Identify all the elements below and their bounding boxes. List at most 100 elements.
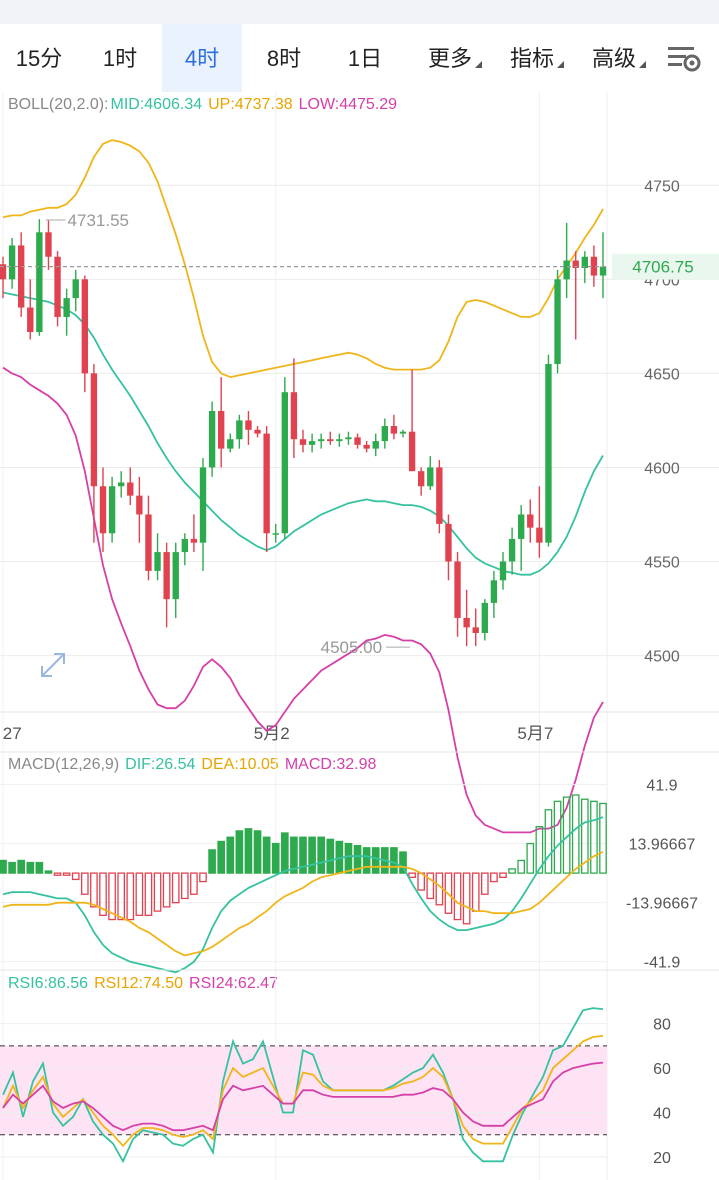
macd-histogram-bar: [580, 798, 589, 874]
high-annotation-label: 4731.55: [68, 211, 129, 230]
boll-lower-line: [2, 366, 604, 834]
timeframe-tabs: 15分 1时 4时 8时 1日 更多 指标 高级: [0, 24, 719, 92]
macd-histogram-bar: [199, 872, 207, 883]
candle-body: [118, 482, 125, 487]
candle-body: [599, 266, 607, 276]
dropdown-triangle-icon: [639, 61, 646, 68]
candle-body: [263, 433, 270, 534]
date-label: 5月7: [517, 724, 553, 743]
chart-settings-icon[interactable]: [666, 44, 702, 74]
price-tick-label: 4650: [644, 366, 680, 383]
candle-body: [108, 486, 116, 534]
date-label: 4月27: [0, 724, 22, 743]
tab-15m[interactable]: 15分: [15, 46, 63, 71]
candle-body: [563, 260, 570, 280]
kline-chart[interactable]: 4750470046504600455045004月275月25月74706.7…: [0, 92, 719, 1180]
tab-4h[interactable]: 4时: [162, 24, 242, 92]
low-annotation-label: 4505.00: [321, 638, 382, 657]
macd-histogram-bar: [190, 872, 198, 895]
tab-8h[interactable]: 8时: [266, 46, 302, 71]
price-tick-label: 4550: [644, 555, 680, 572]
candle-body: [245, 420, 252, 430]
macd-histogram-bar: [362, 847, 371, 874]
macd-legend-dif: DIF:26.54: [125, 756, 196, 773]
candle-body: [45, 232, 52, 257]
macd-histogram-bar: [571, 794, 580, 874]
candle-body: [181, 538, 188, 553]
candle-body: [481, 602, 488, 633]
macd-legend: MACD(12,26,9) DIF:26.54 DEA:10.05 MACD:32.9…: [8, 756, 382, 774]
rsi-legend-24: RSI24:62.47: [189, 975, 278, 992]
current-price-label: 4706.75: [632, 258, 693, 277]
macd-histogram-bar: [480, 872, 489, 895]
macd-histogram-bar: [508, 868, 516, 874]
rsi-tick-label: 60: [653, 1061, 671, 1078]
candle-body: [90, 373, 98, 487]
boll-legend: BOLL(20,2.0): MID:4606.34 UP:4737.38 LOW:44…: [8, 96, 403, 114]
macd-histogram-bar: [8, 861, 16, 874]
macd-legend-dea: DEA:10.05: [201, 756, 279, 773]
macd-histogram-bar: [344, 842, 353, 874]
rsi12-line: [2, 1035, 604, 1148]
dropdown-triangle-icon: [557, 61, 564, 68]
rsi-tick-label: 40: [653, 1105, 671, 1122]
macd-histogram-bar: [517, 859, 526, 874]
rsi-legend: RSI6:86.56 RSI12:74.50 RSI24:62.47: [8, 975, 284, 993]
macd-histogram-bar: [153, 872, 162, 912]
macd-histogram-bar: [299, 836, 307, 874]
candle-body: [581, 256, 588, 269]
price-tick-label: 4600: [644, 460, 680, 477]
candle-body: [463, 617, 470, 628]
macd-histogram-bar: [271, 842, 280, 874]
candle-body: [345, 437, 352, 440]
macd-histogram-bar: [253, 830, 262, 874]
tab-1h[interactable]: 1时: [102, 46, 138, 71]
tab-advanced[interactable]: 高级: [584, 24, 646, 92]
macd-histogram-bar: [71, 872, 80, 881]
dropdown-triangle-icon: [475, 61, 482, 68]
macd-histogram-bar: [353, 845, 362, 874]
macd-histogram-bar: [226, 836, 235, 874]
macd-histogram-bar: [26, 861, 35, 874]
macd-histogram-bar: [0, 859, 7, 874]
macd-histogram-bar: [471, 872, 480, 912]
candle-body: [27, 307, 34, 332]
tab-indicators[interactable]: 指标: [502, 24, 564, 92]
macd-histogram-bar: [399, 851, 407, 874]
macd-tick-label: 41.9: [646, 778, 677, 795]
macd-histogram-bar: [244, 828, 253, 874]
macd-tick-label: -41.9: [644, 955, 681, 972]
candle-body: [0, 264, 7, 280]
price-tick-label: 4500: [644, 649, 680, 666]
candle-body: [454, 561, 461, 618]
tab-1d[interactable]: 1日: [347, 46, 383, 71]
macd-histogram-bar: [135, 872, 144, 916]
tab-more[interactable]: 更多: [420, 24, 482, 92]
candle-body: [208, 411, 216, 468]
macd-histogram-bar: [53, 872, 62, 876]
status-strip: [0, 0, 719, 24]
macd-histogram-bar: [90, 872, 98, 908]
candle-body: [381, 426, 388, 442]
candle-body: [281, 392, 288, 534]
candle-body: [418, 471, 425, 487]
candle-body: [136, 495, 143, 515]
candle-body: [490, 580, 498, 603]
expand-arrows-icon[interactable]: [41, 653, 65, 677]
candle-body: [236, 420, 243, 440]
candle-body: [399, 431, 407, 434]
macd-histogram-bar: [44, 870, 53, 874]
candle-body: [308, 441, 316, 445]
macd-histogram-bar: [208, 849, 216, 874]
candle-body: [436, 467, 443, 524]
candle-body: [63, 298, 70, 317]
candle-body: [290, 392, 298, 440]
candle-body: [508, 538, 516, 562]
macd-legend-name: MACD(12,26,9): [8, 756, 120, 773]
macd-histogram-bar: [535, 826, 544, 874]
rsi6-line: [2, 1007, 604, 1164]
candle-body: [336, 439, 343, 442]
macd-histogram-bar: [126, 872, 135, 921]
macd-histogram-bar: [262, 836, 271, 874]
rsi-legend-6: RSI6:86.56: [8, 975, 89, 992]
